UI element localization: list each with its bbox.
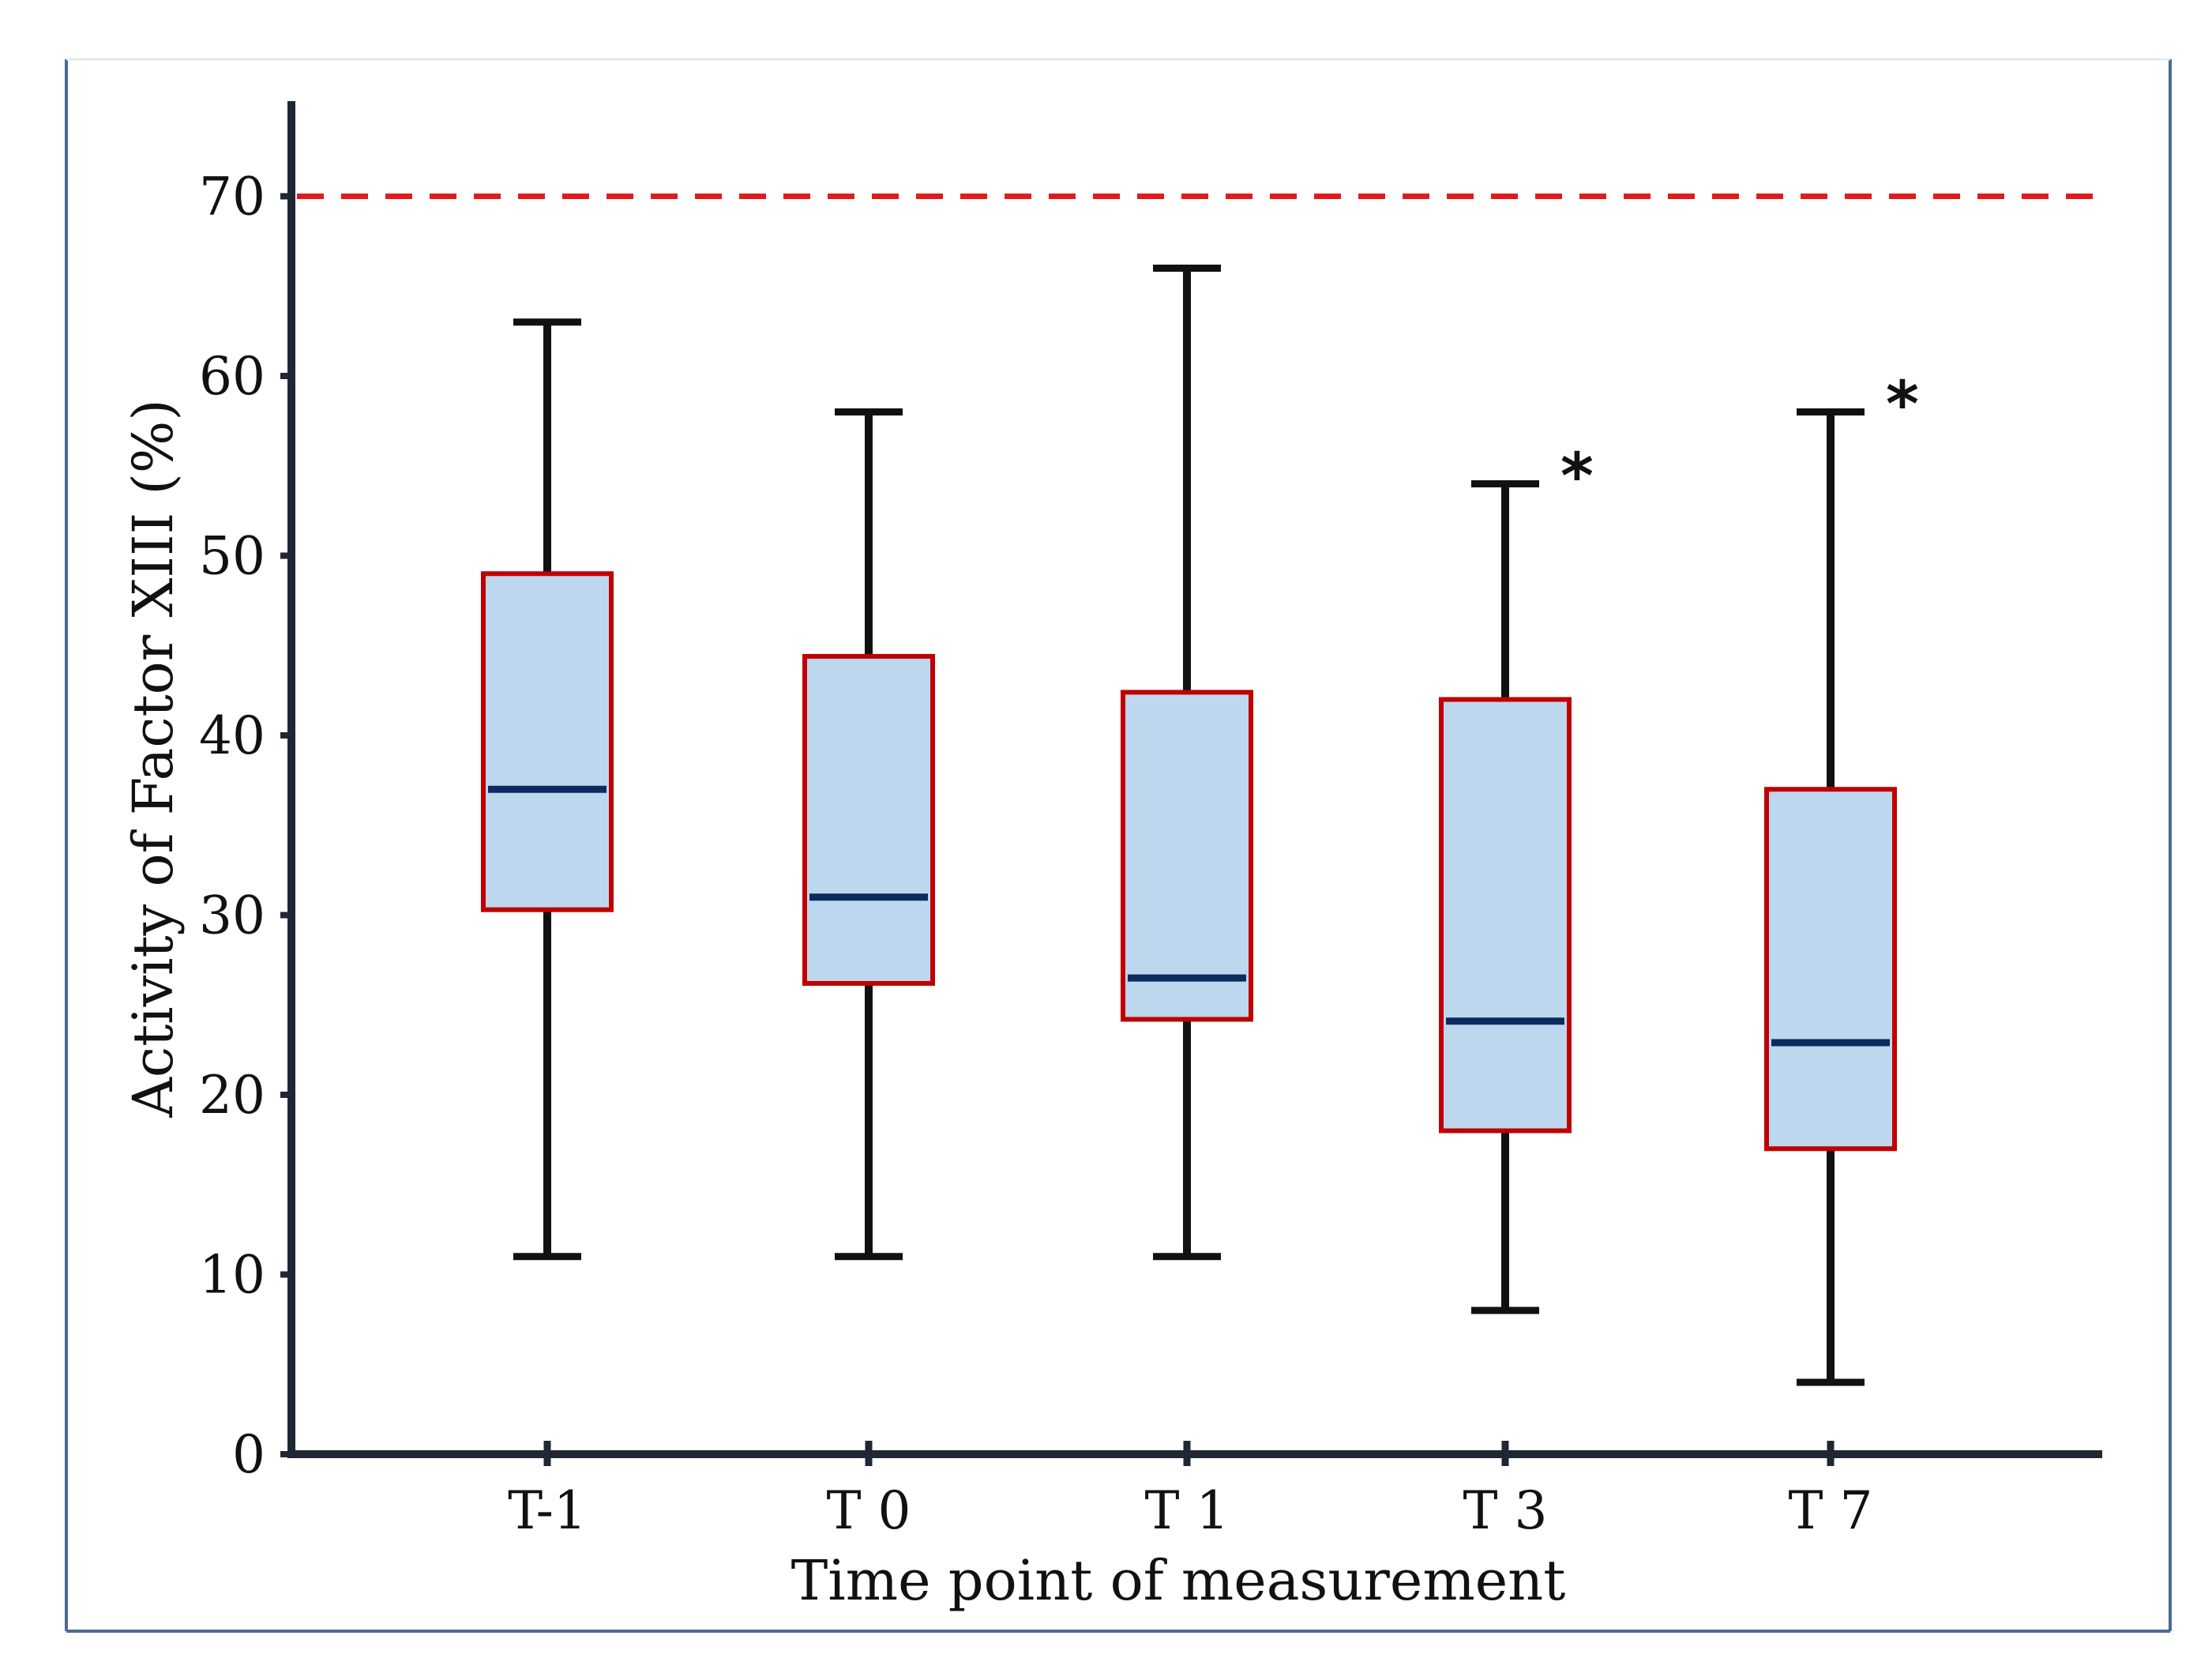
box-group-t7: * — [1764, 368, 1919, 1386]
y-tick-label: 10 — [199, 1245, 265, 1306]
x-axis-title: Time point of measurement — [791, 1548, 1566, 1613]
x-tick-label: T-1 — [508, 1480, 587, 1541]
x-tick-label: T 7 — [1789, 1480, 1873, 1541]
box-group-t1 — [1121, 265, 1253, 1261]
y-tick-label: 0 — [232, 1424, 265, 1485]
y-tick-label: 50 — [199, 526, 265, 587]
y-tick-label: 60 — [199, 346, 265, 407]
iqr-box — [1121, 690, 1253, 1022]
iqr-box — [481, 571, 614, 912]
y-axis-ticks: 0 10 20 30 40 50 60 70 — [199, 167, 294, 1485]
x-tick-label: T 0 — [827, 1480, 911, 1541]
y-tick-label: 30 — [199, 885, 265, 946]
x-tick-label: T 3 — [1463, 1480, 1548, 1541]
x-tick-label: T 1 — [1145, 1480, 1230, 1541]
significance-marker: * — [1886, 368, 1919, 442]
y-tick-label: 20 — [199, 1065, 265, 1126]
iqr-box — [1439, 697, 1572, 1134]
x-axis-ticks: T-1 T 0 T 1 T 3 T 7 — [508, 1441, 1873, 1541]
box-group-t3: * — [1439, 440, 1594, 1314]
y-axis-title: Activity of Factor XIII (%) — [121, 399, 186, 1118]
box-group-t0 — [802, 408, 935, 1261]
y-tick-label: 40 — [199, 705, 265, 766]
box-series: ** — [481, 265, 1919, 1386]
iqr-box — [1764, 787, 1897, 1152]
box-group-t-1 — [481, 318, 614, 1261]
significance-marker: * — [1560, 440, 1594, 513]
iqr-box — [802, 653, 935, 986]
y-tick-label: 70 — [199, 167, 265, 227]
